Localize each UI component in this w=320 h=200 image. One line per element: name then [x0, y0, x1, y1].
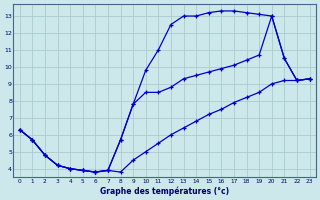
- X-axis label: Graphe des températures (°c): Graphe des températures (°c): [100, 186, 229, 196]
